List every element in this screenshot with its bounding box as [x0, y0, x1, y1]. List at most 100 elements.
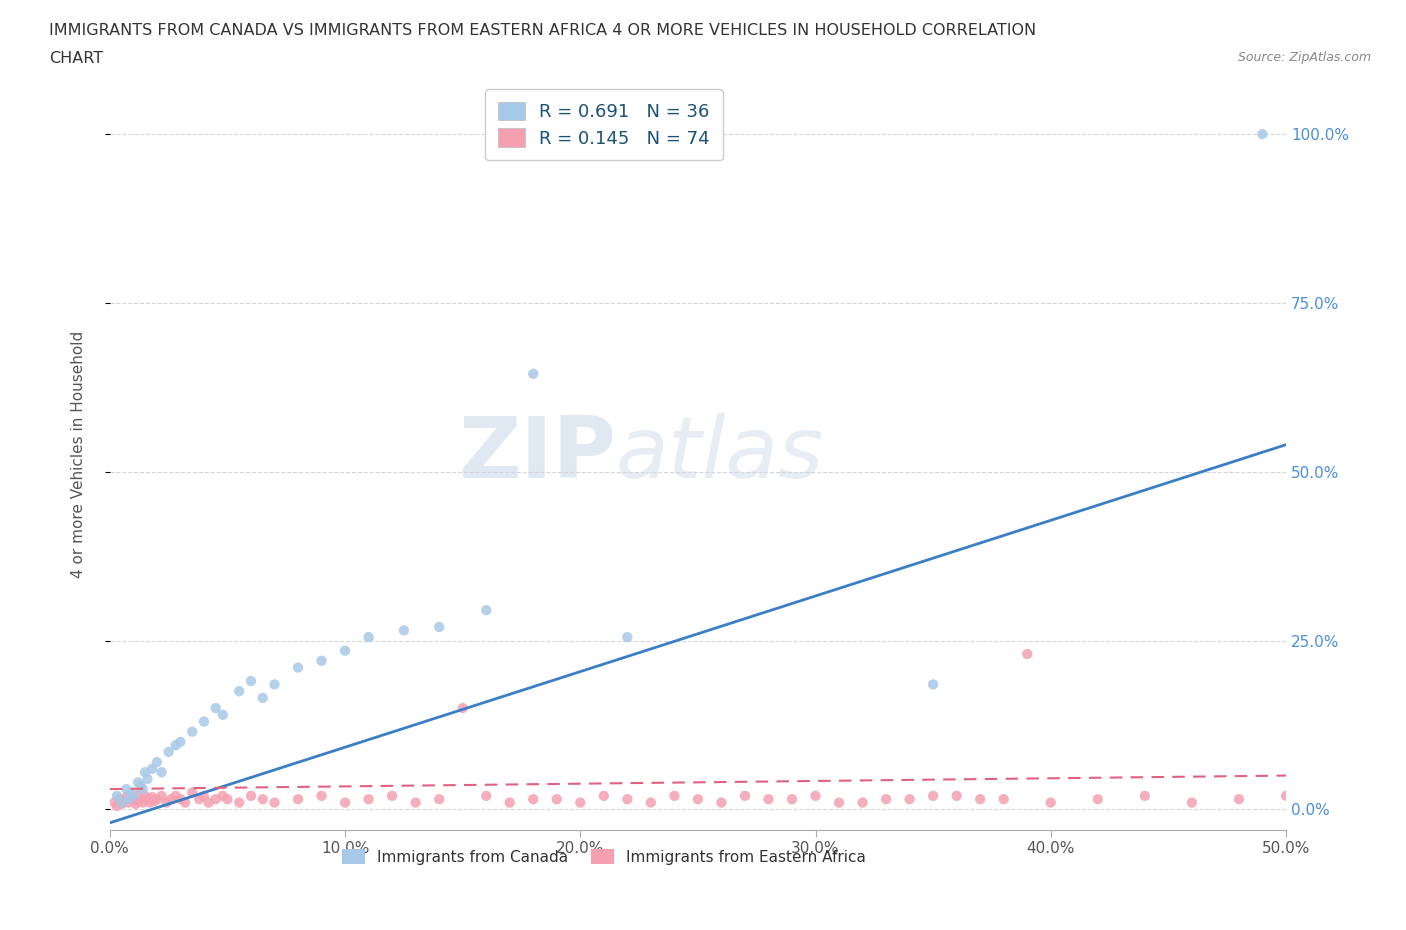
Point — [211, 708, 233, 723]
Point — [165, 737, 187, 752]
Point — [120, 789, 142, 804]
Point — [108, 791, 131, 806]
Point — [475, 789, 498, 804]
Point — [252, 690, 274, 705]
Point — [228, 684, 250, 698]
Point — [146, 791, 169, 806]
Point — [211, 789, 233, 804]
Point — [136, 791, 159, 806]
Point — [157, 745, 180, 760]
Point — [169, 791, 191, 806]
Point — [875, 791, 897, 806]
Point — [392, 623, 415, 638]
Point — [129, 785, 152, 800]
Point — [851, 795, 873, 810]
Point — [217, 791, 239, 806]
Point — [640, 795, 662, 810]
Point — [1039, 795, 1062, 810]
Point — [1133, 789, 1156, 804]
Point — [127, 775, 149, 790]
Point — [169, 735, 191, 750]
Point — [569, 795, 592, 810]
Point — [197, 795, 219, 810]
Text: Source: ZipAtlas.com: Source: ZipAtlas.com — [1237, 51, 1371, 64]
Point — [120, 785, 142, 800]
Point — [141, 762, 163, 777]
Point — [922, 789, 945, 804]
Text: CHART: CHART — [49, 51, 103, 66]
Point — [134, 789, 156, 804]
Point — [103, 795, 125, 810]
Point — [228, 795, 250, 810]
Point — [287, 660, 309, 675]
Point — [165, 789, 187, 804]
Point — [181, 724, 204, 739]
Point — [118, 795, 141, 810]
Point — [141, 790, 163, 804]
Point — [125, 796, 148, 811]
Point — [263, 795, 285, 810]
Text: IMMIGRANTS FROM CANADA VS IMMIGRANTS FROM EASTERN AFRICA 4 OR MORE VEHICLES IN H: IMMIGRANTS FROM CANADA VS IMMIGRANTS FRO… — [49, 23, 1036, 38]
Text: ZIP: ZIP — [458, 413, 616, 497]
Point — [427, 791, 450, 806]
Point — [110, 795, 132, 810]
Point — [129, 778, 152, 793]
Point — [311, 654, 333, 669]
Point — [451, 700, 474, 715]
Point — [146, 754, 169, 769]
Point — [734, 789, 756, 804]
Point — [311, 789, 333, 804]
Point — [405, 795, 427, 810]
Point — [616, 630, 638, 644]
Point — [118, 791, 141, 806]
Point — [546, 791, 568, 806]
Point — [686, 791, 709, 806]
Point — [522, 791, 544, 806]
Point — [150, 789, 173, 804]
Point — [1251, 126, 1274, 141]
Point — [132, 795, 155, 810]
Point — [252, 791, 274, 806]
Point — [475, 603, 498, 618]
Point — [143, 794, 166, 809]
Point — [139, 795, 162, 810]
Point — [922, 677, 945, 692]
Point — [110, 796, 132, 811]
Point — [240, 789, 263, 804]
Point — [710, 795, 733, 810]
Legend: Immigrants from Canada, Immigrants from Eastern Africa: Immigrants from Canada, Immigrants from … — [336, 843, 872, 870]
Point — [1275, 789, 1298, 804]
Point — [181, 785, 204, 800]
Point — [969, 791, 991, 806]
Point — [780, 791, 803, 806]
Point — [136, 772, 159, 787]
Point — [105, 799, 128, 814]
Y-axis label: 4 or more Vehicles in Household: 4 or more Vehicles in Household — [72, 331, 86, 578]
Text: atlas: atlas — [616, 413, 824, 497]
Point — [333, 795, 356, 810]
Point — [188, 791, 211, 806]
Point — [115, 781, 138, 796]
Point — [1087, 791, 1109, 806]
Point — [804, 789, 827, 804]
Point — [204, 700, 226, 715]
Point — [381, 789, 404, 804]
Point — [828, 795, 851, 810]
Point — [993, 791, 1015, 806]
Point — [499, 795, 522, 810]
Point — [155, 795, 177, 810]
Point — [592, 789, 614, 804]
Point — [204, 791, 226, 806]
Point — [122, 789, 145, 804]
Point — [122, 791, 145, 806]
Point — [1017, 646, 1039, 661]
Point — [664, 789, 686, 804]
Point — [132, 781, 155, 796]
Point — [333, 644, 356, 658]
Point — [357, 630, 380, 644]
Point — [127, 794, 149, 809]
Point — [134, 764, 156, 779]
Point — [174, 795, 197, 810]
Point — [193, 789, 215, 804]
Point — [945, 789, 967, 804]
